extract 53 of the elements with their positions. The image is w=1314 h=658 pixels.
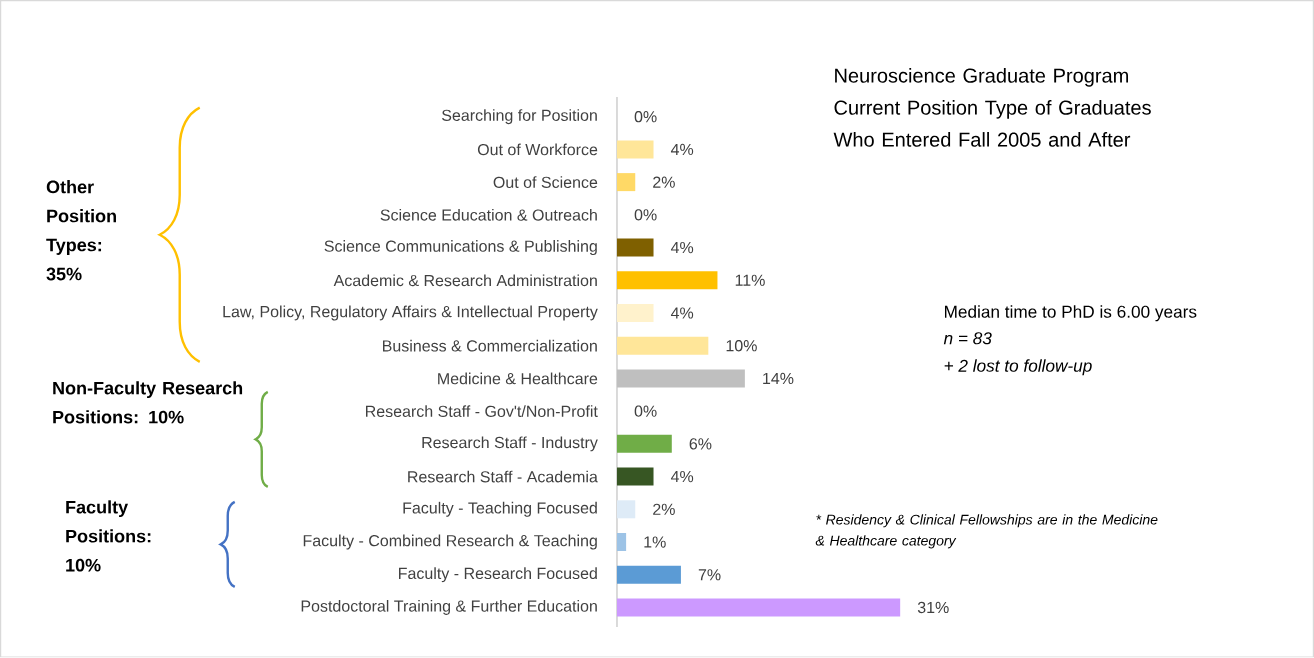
bar xyxy=(616,565,681,584)
data-label: 4% xyxy=(670,307,694,319)
bar xyxy=(616,140,654,159)
bar xyxy=(616,336,709,355)
bar xyxy=(616,533,627,552)
data-label: 2% xyxy=(653,176,675,188)
y-tick-label: Postdoctoral Training & Further Education xyxy=(301,600,597,616)
y-tick-label: Academic & Research Administration xyxy=(333,274,597,287)
data-label: 4% xyxy=(670,471,694,483)
data-label: 0% xyxy=(634,209,657,221)
y-tick-label: Research Staff - Academia xyxy=(408,470,598,483)
text: + 2 lost to follow-up xyxy=(944,359,1092,376)
y-tick-label: Out of Workforce xyxy=(477,143,598,156)
data-label: 0% xyxy=(634,405,657,418)
y-tick-label: Faculty - Research Focused xyxy=(399,567,597,583)
bar xyxy=(616,500,636,519)
data-label: 2% xyxy=(653,503,675,516)
bar xyxy=(616,304,654,323)
data-label: 4% xyxy=(670,143,694,156)
bar xyxy=(616,467,654,486)
data-label: 14% xyxy=(763,373,794,385)
text: Other Position Types: 35% xyxy=(46,180,116,281)
y-tick-label: Faculty - Combined Research & Teaching xyxy=(303,534,597,550)
text: Faculty Positions: 10% xyxy=(66,500,151,572)
data-label: 31% xyxy=(917,602,949,614)
bar xyxy=(616,369,745,388)
data-label: 7% xyxy=(698,569,721,581)
bar xyxy=(616,598,901,617)
text: Median time to PhD is 6.00 years xyxy=(944,305,1197,322)
y-tick-label: Searching for Position xyxy=(442,109,597,125)
y-tick-label: Medicine & Healthcare xyxy=(438,372,598,385)
bar xyxy=(616,238,654,257)
data-label: 4% xyxy=(670,242,694,254)
y-tick-label: Research Staff - Gov't/Non-Profit xyxy=(366,405,598,418)
y-tick-label: Law, Policy, Regulatory Affairs & Intellectual Property xyxy=(223,305,598,321)
data-label: 0% xyxy=(634,111,657,123)
data-label: 1% xyxy=(644,536,666,548)
data-label: 10% xyxy=(726,340,757,352)
data-label: 11% xyxy=(735,274,765,287)
bar xyxy=(616,271,718,290)
text: Neuroscience Graduate Program Current Position Type of Graduates Who Entered Fall 2005 and After xyxy=(833,68,1151,147)
y-tick-label: Out of Science xyxy=(493,176,598,189)
y-tick-label: Science Communications & Publishing xyxy=(324,240,597,256)
y-tick-label: Science Education & Outreach xyxy=(380,209,597,221)
y-tick-label: Research Staff - Industry xyxy=(422,436,598,452)
text: n = 83 xyxy=(943,332,992,345)
text: Non-Faculty Research Positions: 10% xyxy=(53,381,243,424)
data-label: 6% xyxy=(689,438,712,450)
bar xyxy=(616,435,672,454)
y-tick-label: Business & Commercialization xyxy=(383,340,597,352)
annotation: * Residency & Clinical Fellowships are in the Medicine & Healthcare category xyxy=(815,514,1158,549)
y-tick-label: Faculty - Teaching Focused xyxy=(403,502,597,517)
bar xyxy=(616,173,636,192)
